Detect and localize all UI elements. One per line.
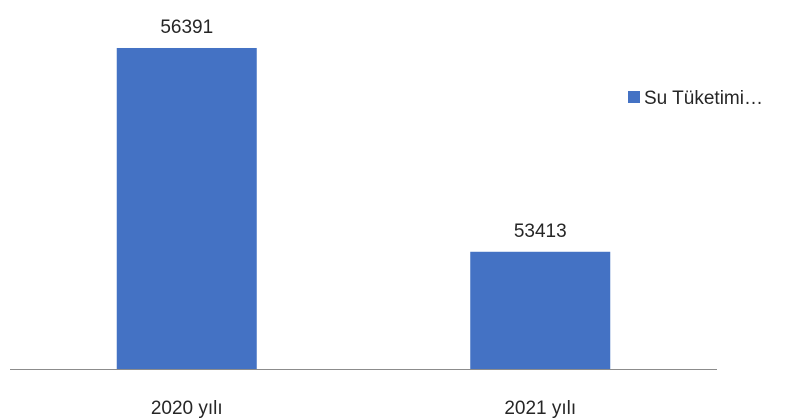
bar-2 — [470, 251, 611, 369]
bar-1 — [116, 47, 257, 369]
bars-layer — [116, 47, 611, 369]
data-label-2: 53413 — [514, 221, 567, 242]
data-labels-layer: 56391 53413 — [160, 17, 566, 242]
legend-label: Su Tüketimi… — [644, 88, 763, 109]
x-tick-label-1: 2020 yılı — [151, 398, 223, 419]
x-tick-labels-layer: 2020 yılı 2021 yılı — [151, 398, 576, 419]
legend: Su Tüketimi… — [628, 88, 763, 109]
data-label-1: 56391 — [160, 17, 213, 38]
x-tick-label-2: 2021 yılı — [504, 398, 576, 419]
legend-swatch — [628, 91, 640, 103]
